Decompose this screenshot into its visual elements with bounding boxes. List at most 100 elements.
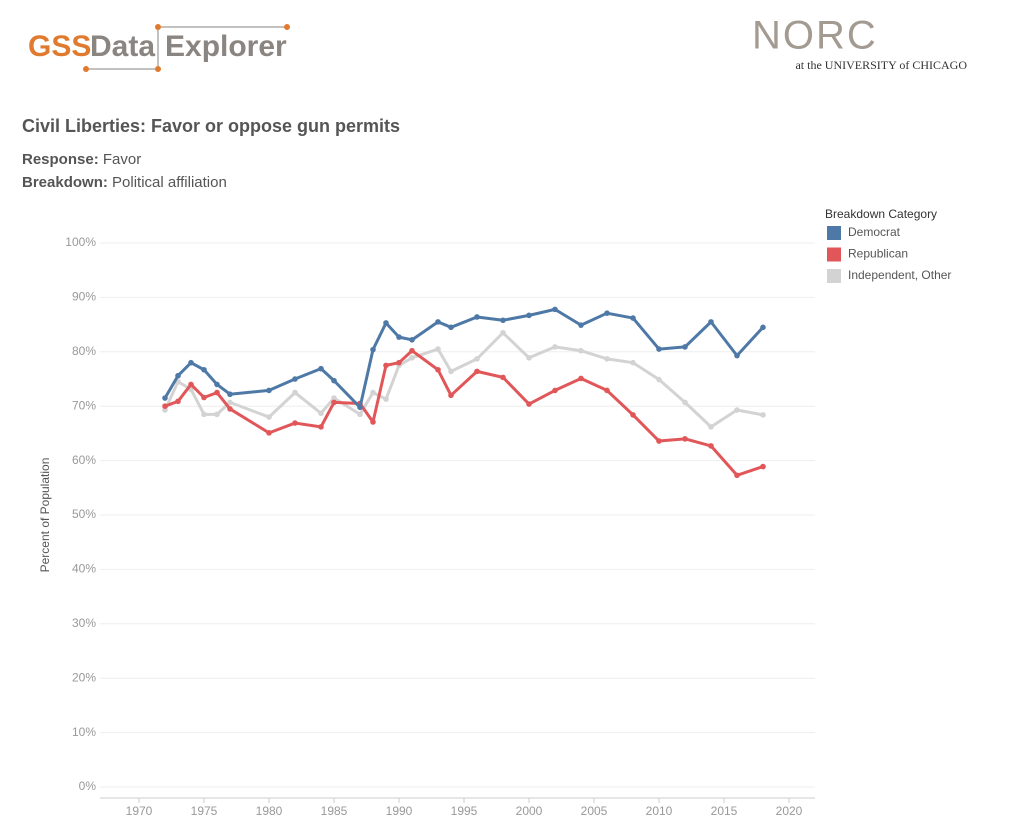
- data-point: [214, 381, 220, 388]
- data-point: [435, 319, 441, 325]
- data-point: [201, 394, 207, 401]
- data-point: [435, 366, 441, 373]
- data-point: [331, 377, 337, 384]
- data-point: [331, 399, 337, 406]
- logo-dot: [155, 24, 161, 30]
- data-point: [578, 375, 584, 382]
- x-tick-label: 2000: [516, 804, 543, 818]
- data-point: [656, 346, 662, 352]
- data-point: [227, 399, 233, 406]
- chart-title: Civil Liberties: Favor or oppose gun per…: [22, 116, 400, 136]
- data-point: [708, 424, 714, 430]
- legend-title: Breakdown Category: [825, 207, 937, 221]
- y-tick-label: 20%: [72, 670, 96, 684]
- x-tick-label: 1980: [256, 804, 283, 818]
- response: Response: Favor: [22, 151, 141, 168]
- logo-explorer: Explorer: [165, 30, 287, 63]
- data-point: [526, 354, 532, 361]
- data-point: [266, 414, 272, 420]
- data-point: [604, 356, 610, 362]
- gss-logo: GSS Data Explorer: [28, 24, 290, 72]
- norc-logo: NORC: [752, 14, 878, 58]
- y-tick-label: 100%: [65, 235, 96, 249]
- data-point: [604, 387, 610, 394]
- data-point: [734, 472, 740, 479]
- y-tick-label: 50%: [72, 507, 96, 521]
- y-tick-label: 60%: [72, 453, 96, 467]
- data-point: [630, 412, 636, 418]
- x-tick-label: 1970: [126, 804, 153, 818]
- breakdown-value: Political affiliation: [112, 174, 227, 191]
- data-point: [656, 376, 662, 383]
- logo-dot: [83, 66, 89, 72]
- data-point: [292, 420, 298, 426]
- data-point: [370, 419, 376, 425]
- data-point: [214, 411, 220, 418]
- data-point: [604, 310, 610, 316]
- data-point: [409, 337, 415, 343]
- data-point: [682, 399, 688, 406]
- data-point: [409, 354, 415, 361]
- logo-data: Data: [90, 30, 155, 63]
- response-value: Favor: [103, 151, 141, 168]
- data-point: [292, 389, 298, 396]
- data-point: [188, 359, 194, 366]
- data-point: [760, 324, 766, 331]
- data-point: [682, 436, 688, 442]
- x-tick-label: 2015: [711, 804, 738, 818]
- legend-label: Independent, Other: [848, 268, 951, 282]
- data-point: [708, 443, 714, 449]
- data-point: [383, 320, 389, 326]
- response-label: Response:: [22, 151, 99, 168]
- data-point: [474, 314, 480, 320]
- data-point: [370, 346, 376, 353]
- data-point: [474, 356, 480, 362]
- data-point: [760, 463, 766, 470]
- data-point: [162, 403, 168, 410]
- data-point: [396, 334, 402, 340]
- data-point: [708, 319, 714, 325]
- data-point: [318, 365, 324, 372]
- data-point: [474, 368, 480, 375]
- x-tick-label: 2005: [581, 804, 608, 818]
- data-point: [630, 315, 636, 321]
- legend-label: Democrat: [848, 225, 901, 239]
- legend-swatch: [827, 247, 841, 262]
- data-point: [266, 387, 272, 394]
- breakdown: Breakdown: Political affiliation: [22, 174, 227, 191]
- data-point: [357, 411, 363, 418]
- x-tick-label: 2020: [776, 804, 803, 818]
- data-point: [448, 324, 454, 331]
- data-point: [383, 362, 389, 369]
- y-tick-label: 40%: [72, 562, 96, 576]
- data-point: [266, 430, 272, 436]
- data-point: [175, 372, 181, 379]
- data-point: [500, 317, 506, 324]
- data-point: [357, 404, 363, 411]
- data-point: [201, 366, 207, 373]
- data-point: [370, 389, 376, 396]
- data-point: [448, 392, 454, 399]
- logo-gss: GSS: [28, 30, 91, 63]
- x-tick-label: 2010: [646, 804, 673, 818]
- y-tick-label: 30%: [72, 616, 96, 630]
- data-point: [682, 344, 688, 350]
- data-point: [552, 344, 558, 350]
- x-tick-label: 1985: [321, 804, 348, 818]
- data-point: [630, 359, 636, 366]
- data-point: [175, 398, 181, 405]
- y-tick-label: 90%: [72, 290, 96, 304]
- data-point: [552, 387, 558, 394]
- data-point: [734, 352, 740, 359]
- data-point: [227, 406, 233, 412]
- y-tick-label: 0%: [79, 779, 97, 793]
- x-tick-label: 1990: [386, 804, 413, 818]
- logo-dot: [284, 24, 290, 30]
- y-axis-label: Percent of Population: [38, 458, 52, 573]
- legend-swatch: [827, 269, 841, 283]
- logo-dot: [155, 66, 161, 72]
- data-point: [318, 424, 324, 430]
- data-point: [188, 381, 194, 388]
- data-point: [734, 407, 740, 413]
